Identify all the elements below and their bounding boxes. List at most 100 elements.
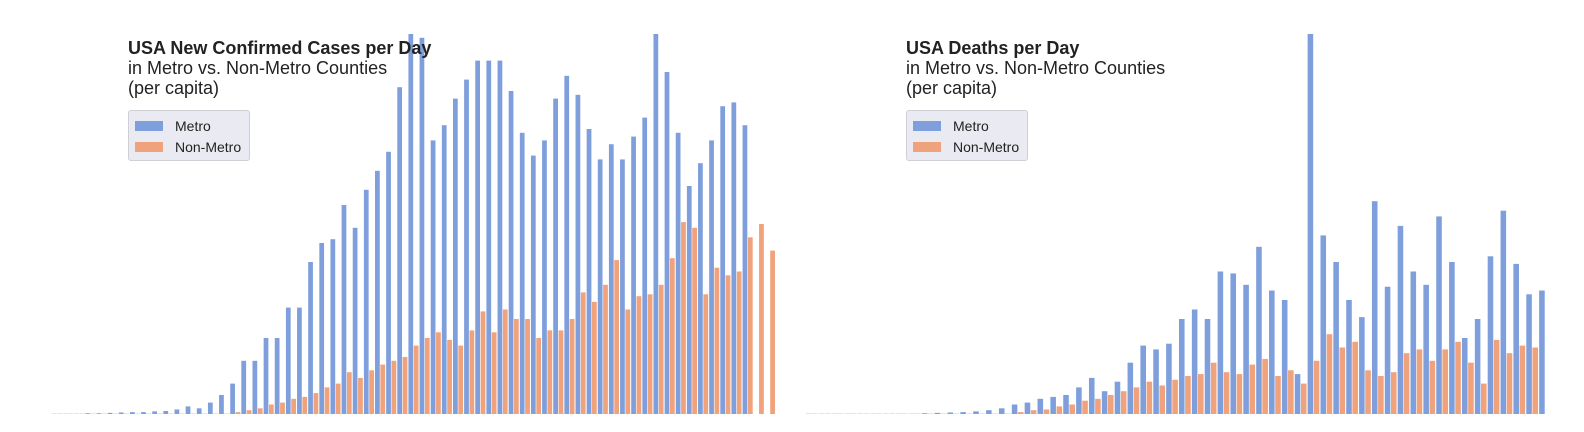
deaths-bar-metro [1076, 387, 1082, 414]
cases-bar-metro [564, 75, 570, 415]
cases-bar-metro [698, 163, 703, 414]
cases-bar-non-metro [335, 383, 341, 414]
cases-bar-metro [709, 140, 714, 414]
deaths-bar-non-metro [1313, 360, 1320, 414]
cases-bar-non-metro [614, 260, 620, 414]
cases-bar-metro [620, 159, 625, 414]
cases-bar-metro [530, 155, 536, 414]
deaths-bar-metro [1230, 273, 1237, 414]
deaths-bar-metro [806, 413, 812, 414]
deaths-chart [806, 34, 1545, 414]
deaths-bar-metro [1243, 284, 1249, 414]
deaths-chart-title: USA Deaths per Day [906, 38, 1080, 58]
cases-bar-metro [252, 360, 258, 414]
deaths-bar-non-metro [1017, 412, 1024, 414]
legend-swatch-metro [135, 120, 163, 131]
cases-bar-non-metro [191, 413, 196, 414]
deaths-bar-non-metro [1120, 391, 1127, 414]
cases-bar-non-metro [90, 413, 96, 414]
cases-bar-metro [107, 412, 113, 414]
cases-bar-non-metro [558, 330, 564, 414]
cases-chart-title-block: USA New Confirmed Cases per Day in Metro… [128, 38, 431, 98]
deaths-bar-metro [1320, 235, 1327, 414]
deaths-bar-non-metro [1288, 370, 1294, 414]
legend-label-non-metro: Non-Metro [175, 138, 242, 155]
deaths-bar-non-metro [992, 413, 998, 414]
deaths-bar-metro [1539, 290, 1545, 414]
cases-chart-legend: Metro Non-Metro [128, 110, 251, 161]
cases-bar-metro [129, 412, 135, 414]
legend-swatch-metro [913, 120, 941, 131]
cases-bar-non-metro [101, 413, 107, 414]
deaths-bar-metro [1371, 201, 1378, 414]
deaths-bar-non-metro [1403, 353, 1410, 414]
deaths-bar-metro [1140, 345, 1146, 414]
cases-bar-metro [63, 413, 68, 414]
deaths-bar-metro [1024, 402, 1031, 414]
deaths-bar-metro [896, 413, 902, 414]
deaths-bar-non-metro [1030, 410, 1037, 414]
deaths-bar-non-metro [1442, 349, 1448, 414]
cases-bar-metro [74, 413, 80, 414]
deaths-bar-non-metro [1159, 385, 1166, 414]
cases-bar-metro [675, 132, 681, 415]
cases-bar-non-metro [224, 413, 230, 414]
cases-bar-non-metro [369, 370, 374, 414]
cases-bar-non-metro [246, 410, 252, 414]
deaths-bar-non-metro [812, 413, 818, 414]
cases-bar-metro [141, 412, 146, 414]
cases-bar-non-metro [380, 364, 386, 414]
deaths-bar-metro [1088, 377, 1095, 414]
deaths-bar-non-metro [1069, 404, 1075, 414]
cases-bar-metro [196, 408, 202, 414]
cases-bar-non-metro [502, 309, 508, 414]
cases-bar-metro [341, 205, 347, 414]
deaths-bar-non-metro [1455, 341, 1461, 414]
deaths-bar-non-metro [1416, 349, 1423, 414]
deaths-bar-metro [818, 413, 825, 414]
deaths-bar-metro [1294, 374, 1301, 414]
deaths-bar-metro [1410, 271, 1417, 414]
deaths-bar-metro [883, 413, 889, 414]
cases-chart-subtitle-line-2: (per capita) [128, 78, 220, 98]
cases-bar-non-metro [658, 284, 664, 414]
deaths-chart-legend: Metro Non-Metro [906, 110, 1029, 161]
deaths-bar-metro [1050, 396, 1056, 414]
cases-bar-metro [363, 189, 369, 414]
deaths-chart-subtitle-line-1: in Metro vs. Non-Metro Counties [906, 58, 1166, 78]
cases-bar-non-metro [124, 413, 129, 414]
cases-bar-metro [653, 34, 659, 414]
deaths-bar-non-metro [1378, 376, 1384, 414]
deaths-bar-non-metro [1043, 409, 1050, 414]
deaths-bar-non-metro [902, 413, 908, 414]
deaths-bar-non-metro [1352, 341, 1358, 414]
deaths-bar-metro [1487, 256, 1494, 414]
deaths-bar-metro [1217, 271, 1224, 414]
deaths-bar-non-metro [1429, 360, 1436, 414]
cases-bar-non-metro [424, 338, 430, 414]
cases-bar-metro [631, 136, 636, 414]
cases-bar-non-metro [157, 413, 163, 414]
cases-bar-metro [608, 144, 614, 414]
cases-bar-non-metro [681, 222, 686, 414]
deaths-bar-non-metro [1506, 353, 1513, 414]
cases-bar-non-metro [647, 294, 653, 414]
deaths-bar-metro [1063, 395, 1069, 414]
cases-bar-non-metro [402, 357, 408, 414]
deaths-bar-metro [831, 413, 838, 414]
cases-bar-metro [52, 413, 57, 414]
cases-bar-metro [85, 413, 91, 414]
deaths-bar-metro [960, 412, 966, 414]
legend-entry-non-metro: Non-Metro [913, 136, 1019, 157]
cases-bar-non-metro [447, 339, 452, 414]
cases-bar-non-metro [113, 413, 118, 414]
deaths-bar-metro [1166, 343, 1172, 414]
cases-bar-non-metro [391, 360, 397, 414]
deaths-bar-metro [998, 408, 1005, 414]
cases-bar-non-metro [736, 271, 742, 414]
deaths-bar-metro [973, 411, 979, 414]
cases-bar-metro [642, 117, 648, 414]
cases-bar-metro [497, 60, 503, 414]
deaths-bar-non-metro [1236, 374, 1243, 414]
cases-bar-non-metro [469, 330, 475, 414]
